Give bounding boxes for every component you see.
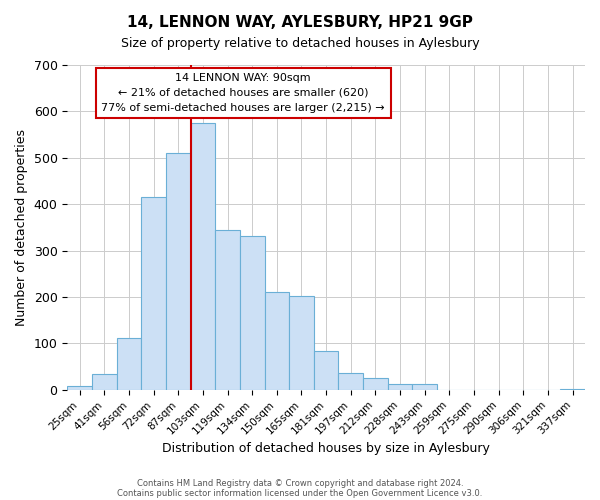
Bar — [141, 198, 166, 390]
Bar — [388, 384, 412, 390]
Bar — [191, 123, 215, 390]
Bar — [240, 236, 265, 390]
Bar — [338, 372, 363, 390]
Bar — [67, 386, 92, 390]
Bar — [166, 153, 191, 390]
Text: 14 LENNON WAY: 90sqm
← 21% of detached houses are smaller (620)
77% of semi-deta: 14 LENNON WAY: 90sqm ← 21% of detached h… — [101, 73, 385, 112]
Bar — [215, 230, 240, 390]
Text: Size of property relative to detached houses in Aylesbury: Size of property relative to detached ho… — [121, 38, 479, 51]
Bar — [116, 338, 141, 390]
Text: Contains HM Land Registry data © Crown copyright and database right 2024.: Contains HM Land Registry data © Crown c… — [137, 478, 463, 488]
X-axis label: Distribution of detached houses by size in Aylesbury: Distribution of detached houses by size … — [162, 442, 490, 455]
Bar — [289, 296, 314, 390]
Y-axis label: Number of detached properties: Number of detached properties — [15, 129, 28, 326]
Bar — [314, 352, 338, 390]
Text: Contains public sector information licensed under the Open Government Licence v3: Contains public sector information licen… — [118, 488, 482, 498]
Bar — [363, 378, 388, 390]
Bar — [265, 292, 289, 390]
Bar — [92, 374, 116, 390]
Bar — [560, 389, 585, 390]
Bar — [412, 384, 437, 390]
Text: 14, LENNON WAY, AYLESBURY, HP21 9GP: 14, LENNON WAY, AYLESBURY, HP21 9GP — [127, 15, 473, 30]
